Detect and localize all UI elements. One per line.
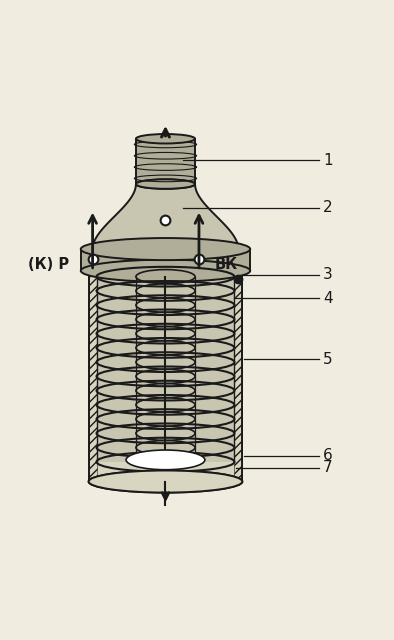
FancyBboxPatch shape xyxy=(97,276,234,462)
Text: 3: 3 xyxy=(323,267,333,282)
Ellipse shape xyxy=(136,179,195,189)
Ellipse shape xyxy=(89,470,242,493)
Text: 6: 6 xyxy=(323,449,333,463)
Ellipse shape xyxy=(136,179,195,189)
Ellipse shape xyxy=(89,260,242,282)
Text: 4: 4 xyxy=(323,291,333,306)
Ellipse shape xyxy=(89,470,242,493)
FancyBboxPatch shape xyxy=(89,271,242,481)
Ellipse shape xyxy=(93,239,238,259)
Polygon shape xyxy=(93,184,238,249)
Text: 5: 5 xyxy=(323,352,333,367)
Text: ВК: ВК xyxy=(215,257,238,272)
Ellipse shape xyxy=(81,260,250,282)
Ellipse shape xyxy=(81,238,250,260)
Text: 1: 1 xyxy=(323,153,333,168)
Ellipse shape xyxy=(126,450,205,470)
FancyBboxPatch shape xyxy=(81,249,250,271)
Ellipse shape xyxy=(136,134,195,143)
Text: 7: 7 xyxy=(323,460,333,476)
FancyBboxPatch shape xyxy=(136,139,195,184)
Text: 2: 2 xyxy=(323,200,333,215)
Text: (К) Р: (К) Р xyxy=(28,257,69,272)
